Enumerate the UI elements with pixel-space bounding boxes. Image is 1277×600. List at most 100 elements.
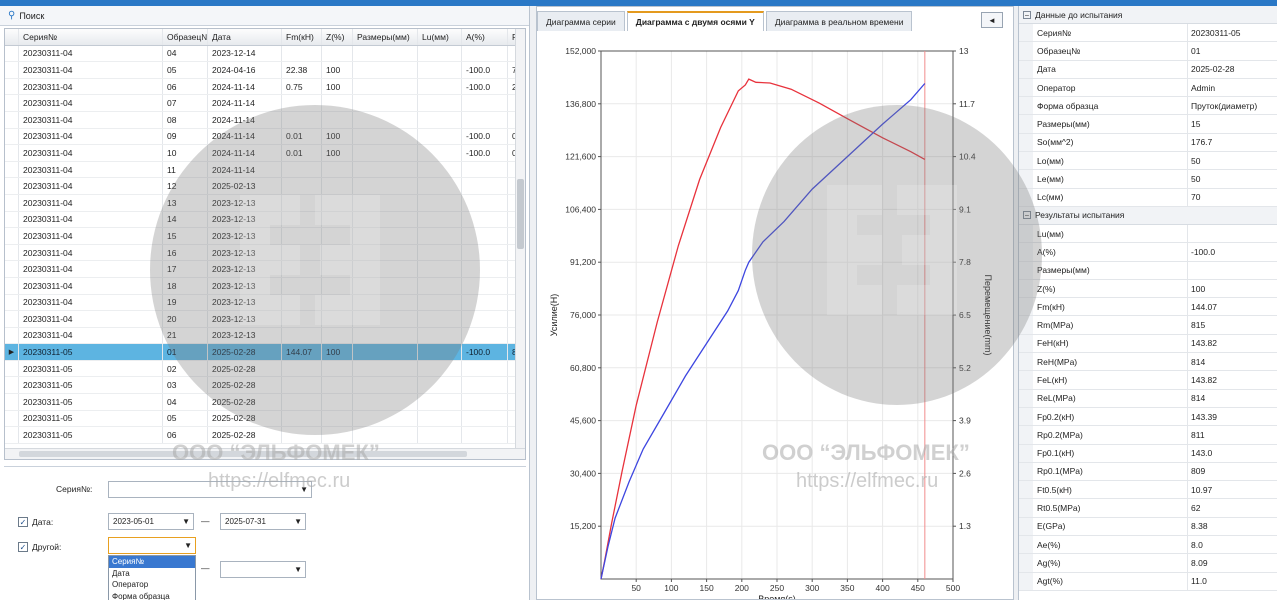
grid-horizontal-scrollbar[interactable] — [5, 448, 525, 459]
table-row[interactable]: 20230311-04 15 2023-12-13 — [5, 228, 517, 245]
property-row[interactable]: Le(мм) 50 — [1019, 170, 1277, 189]
dropdown-option[interactable]: Серия№ — [109, 556, 195, 568]
property-row[interactable]: Размеры(мм) — [1019, 261, 1277, 280]
other-filter-checkbox[interactable]: ✓ — [18, 542, 28, 552]
collapse-toggle-icon[interactable]: – — [1023, 211, 1031, 220]
property-row[interactable]: Образец№ 01 — [1019, 42, 1277, 61]
date-filter-checkbox[interactable]: ✓ — [18, 517, 28, 527]
grid-column-header[interactable]: Размеры(мм) — [353, 29, 418, 45]
table-cell — [353, 377, 418, 394]
property-row[interactable]: E(GPa) 8.38 — [1019, 517, 1277, 537]
table-row[interactable]: 20230311-04 07 2024-11-14 — [5, 95, 517, 112]
tab-scroll-left-button[interactable]: ◄ — [981, 12, 1003, 28]
table-row[interactable]: 20230311-04 08 2024-11-14 — [5, 111, 517, 129]
property-row[interactable]: A(%) -100.0 — [1019, 243, 1277, 262]
table-row[interactable]: 20230311-04 12 2025-02-13 — [5, 178, 517, 195]
table-cell: 20230311-04 — [19, 178, 163, 194]
property-row[interactable]: FeH(кН) 143.82 — [1019, 334, 1277, 354]
grid-column-header[interactable]: Дата — [208, 29, 282, 45]
row-gutter — [5, 277, 19, 294]
row-gutter — [5, 427, 19, 443]
table-row[interactable]: 20230311-05 05 2025-02-28 — [5, 410, 517, 428]
table-row[interactable]: 20230311-04 20 2023-12-13 — [5, 311, 517, 328]
property-row[interactable]: Fp0.1(кН) 143.0 — [1019, 444, 1277, 463]
grid-column-header[interactable]: A(%) — [462, 29, 508, 45]
table-row[interactable]: 20230311-05 04 2025-02-28 — [5, 394, 517, 411]
table-row[interactable]: 20230311-04 04 2023-12-14 — [5, 45, 517, 63]
row-gutter — [5, 178, 19, 194]
table-row[interactable]: 20230311-04 19 2023-12-13 — [5, 294, 517, 312]
collapse-toggle-icon[interactable]: – — [1023, 10, 1031, 19]
dropdown-option[interactable]: Форма образца — [112, 591, 170, 600]
property-row[interactable]: Размеры(мм) 15 — [1019, 115, 1277, 134]
property-row[interactable]: Ft0.5(кН) 10.97 — [1019, 481, 1277, 500]
other-value-select[interactable]: ▼ — [220, 561, 306, 578]
table-cell: 20230311-05 — [19, 394, 163, 410]
dropdown-option[interactable]: Оператор — [112, 580, 149, 590]
table-row[interactable]: 20230311-04 18 2023-12-13 — [5, 277, 517, 295]
table-row[interactable]: 20230311-04 17 2023-12-13 — [5, 261, 517, 278]
property-row[interactable]: ReL(MPa) 814 — [1019, 389, 1277, 408]
property-row-gutter — [1019, 353, 1033, 371]
grid-column-header[interactable]: Серия№ — [19, 29, 163, 45]
other-field-dropdown-list[interactable]: Серия№ Дата Оператор Форма образца — [108, 555, 196, 600]
property-value: 50 — [1191, 174, 1201, 185]
date-from-picker[interactable]: 2023-05-01 ▼ — [108, 513, 194, 530]
property-row[interactable]: Lu(мм) — [1019, 224, 1277, 244]
table-row[interactable]: 20230311-04 13 2023-12-13 — [5, 194, 517, 212]
grid-vertical-scroll-thumb[interactable] — [517, 179, 524, 249]
property-section-header[interactable]: – Данные до испытания — [1019, 6, 1277, 24]
dropdown-option[interactable]: Дата — [112, 568, 130, 578]
property-row[interactable]: Z(%) 100 — [1019, 279, 1277, 299]
table-cell: 100 — [322, 344, 353, 360]
property-row[interactable]: Fp0.2(кН) 143.39 — [1019, 407, 1277, 427]
results-grid[interactable]: Серия№ Образец№ Дата Fm(кН) Z(%) Размеры(мм) L… — [4, 28, 526, 460]
table-cell — [418, 178, 462, 194]
grid-vertical-scrollbar[interactable] — [515, 29, 525, 449]
table-row[interactable]: 20230311-05 06 2025-02-28 — [5, 427, 517, 444]
property-section-header[interactable]: – Результаты испытания — [1019, 206, 1277, 225]
table-row[interactable]: 20230311-04 21 2023-12-13 — [5, 327, 517, 345]
property-row[interactable]: Оператор Admin — [1019, 78, 1277, 98]
property-row[interactable]: Ae(%) 8.0 — [1019, 536, 1277, 555]
table-row[interactable]: 20230311-04 16 2023-12-13 — [5, 244, 517, 262]
property-row[interactable]: ReH(MPa) 814 — [1019, 353, 1277, 372]
table-row[interactable]: 20230311-04 11 2024-11-14 — [5, 161, 517, 179]
tab-chart-3[interactable]: Диаграмма в реальном времени — [765, 11, 913, 31]
property-row[interactable]: Agt(%) 11.0 — [1019, 572, 1277, 591]
table-cell: 20230311-04 — [19, 194, 163, 211]
date-to-picker[interactable]: 2025-07-31 ▼ — [220, 513, 306, 530]
property-row[interactable]: FeL(кН) 143.82 — [1019, 371, 1277, 390]
tab-chart-2[interactable]: Диаграмма с двумя осями Y — [626, 11, 764, 31]
table-cell: 144.07 — [282, 344, 322, 360]
table-row[interactable]: 20230311-05 03 2025-02-28 — [5, 377, 517, 395]
property-row[interactable]: So(мм^2) 176.7 — [1019, 133, 1277, 153]
grid-column-header[interactable]: Z(%) — [322, 29, 353, 45]
other-field-select[interactable]: ▼ — [108, 537, 196, 554]
table-row[interactable]: 20230311-04 14 2023-12-13 — [5, 211, 517, 229]
property-row[interactable]: Lc(мм) 70 — [1019, 188, 1277, 207]
property-row[interactable]: Дата 2025-02-28 — [1019, 60, 1277, 79]
property-row[interactable]: Ag(%) 8.09 — [1019, 554, 1277, 573]
tab-chart-1[interactable]: Диаграмма серии — [537, 11, 625, 31]
grid-horizontal-scroll-thumb[interactable] — [19, 451, 467, 457]
property-row[interactable]: Серия№ 20230311-05 — [1019, 24, 1277, 43]
table-cell — [282, 211, 322, 228]
series-filter-input[interactable]: ▼ — [108, 481, 312, 498]
table-row[interactable]: 20230311-05 02 2025-02-28 — [5, 360, 517, 378]
property-row[interactable]: Rp0.2(MPa) 811 — [1019, 426, 1277, 445]
property-row[interactable]: Rt0.5(MPa) 62 — [1019, 499, 1277, 518]
property-row[interactable]: Форма образца Пруток(диаметр) — [1019, 97, 1277, 116]
grid-column-header[interactable]: Lu(мм) — [418, 29, 462, 45]
property-row[interactable]: Lo(мм) 50 — [1019, 152, 1277, 171]
grid-column-header[interactable]: Fm(кН) — [282, 29, 322, 45]
property-row[interactable]: Rm(MPa) 815 — [1019, 316, 1277, 335]
grid-column-header[interactable]: Образец№ — [163, 29, 208, 45]
property-row[interactable]: Rp0.1(MPa) 809 — [1019, 462, 1277, 482]
property-row[interactable]: Fm(кН) 144.07 — [1019, 298, 1277, 317]
